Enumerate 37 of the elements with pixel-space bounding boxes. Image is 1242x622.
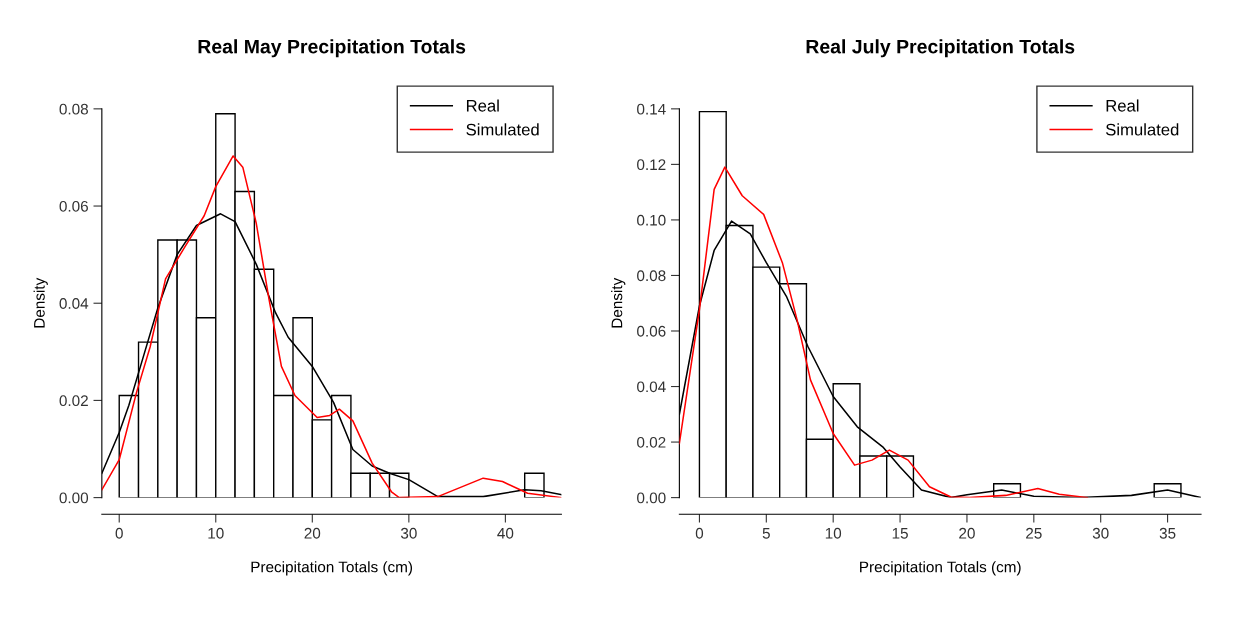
x-tick-label: 30: [1092, 527, 1109, 539]
y-axis-title: Density: [33, 277, 48, 328]
y-tick-label: 0.14: [637, 103, 666, 115]
y-tick-label: 0.02: [637, 436, 666, 448]
line-series: [101, 155, 562, 498]
x-tick-label: 20: [304, 527, 321, 539]
y-axis-title: Density: [611, 277, 626, 328]
y-tick-label: 0.06: [59, 200, 88, 212]
y-tick-label: 0.08: [637, 270, 666, 282]
y-tick-label: 0.00: [637, 492, 666, 504]
y-tick-label: 0.04: [59, 298, 89, 309]
x-tick-label: 0: [695, 527, 704, 539]
x-axis-title: Precipitation Totals (cm): [860, 561, 1021, 576]
y-tick-label: 0.10: [637, 214, 666, 226]
y-tick-label: 0.04: [637, 381, 666, 393]
x-tick-label: 15: [892, 528, 908, 539]
legend-label: Simulated: [466, 123, 539, 136]
x-tick-label: 5: [762, 528, 770, 539]
legend-label: Simulated: [1106, 123, 1179, 136]
chart-title: Real May Precipitation Totals: [198, 39, 466, 58]
x-tick-label: 35: [1159, 527, 1176, 539]
x-tick-label: 25: [1026, 527, 1042, 539]
y-tick-label: 0.06: [637, 325, 666, 337]
x-tick-label: 10: [825, 527, 842, 539]
y-tick-label: 0.02: [59, 395, 88, 407]
x-tick-label: 30: [400, 527, 417, 539]
chart-title: Real July Precipitation Totals: [806, 39, 1075, 58]
y-tick-label: 0.00: [59, 492, 89, 504]
x-tick-label: 0: [115, 527, 123, 539]
y-tick-label: 0.08: [59, 103, 88, 115]
x-axis-title: Precipitation Totals (cm): [251, 561, 413, 576]
legend-label: Real: [466, 99, 499, 112]
y-tick-label: 0.12: [637, 159, 666, 171]
x-tick-label: 10: [208, 527, 224, 539]
legend-label: Real: [1106, 99, 1139, 112]
x-tick-label: 40: [497, 527, 514, 539]
x-tick-label: 20: [959, 527, 975, 539]
